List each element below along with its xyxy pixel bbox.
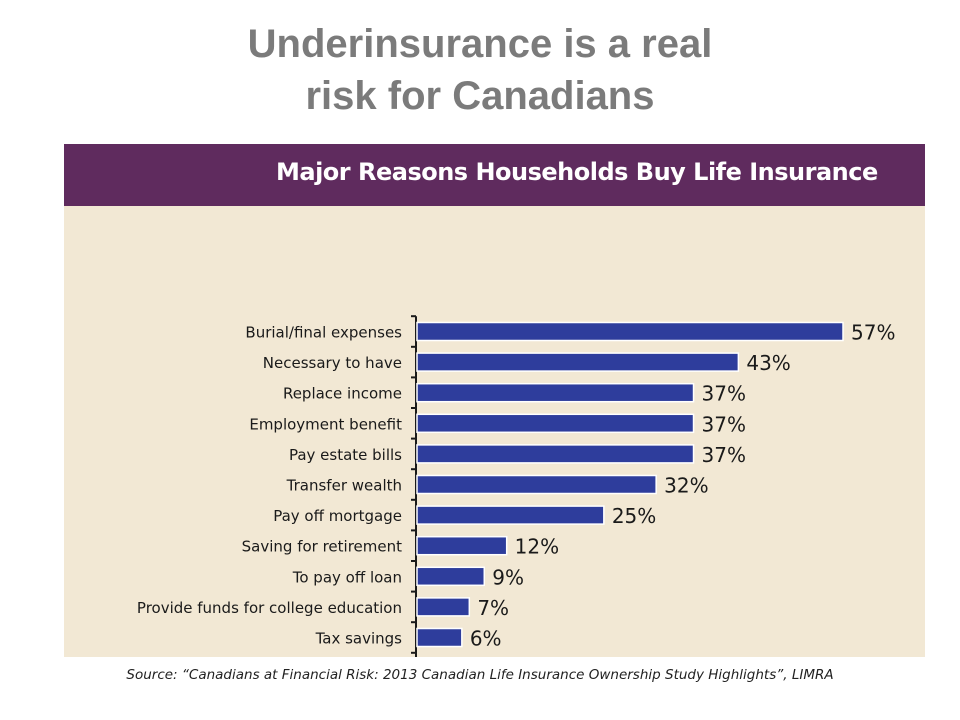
- category-label: Transfer wealth: [286, 477, 402, 495]
- value-label: 6%: [470, 627, 502, 651]
- value-label: 37%: [702, 412, 746, 436]
- source-citation: Source: “Canadians at Financial Risk: 20…: [126, 667, 834, 683]
- slide-title-line-1: Underinsurance is a real: [247, 22, 713, 66]
- slide-title: Underinsurance is a real risk for Canadi…: [0, 18, 960, 122]
- bar: [416, 413, 695, 434]
- value-label: 9%: [492, 565, 524, 589]
- value-label: 37%: [702, 443, 746, 467]
- category-label: Employment benefit: [249, 415, 402, 433]
- bar: [416, 566, 486, 587]
- category-label: Tax savings: [315, 630, 403, 648]
- value-label: 25%: [612, 504, 656, 528]
- category-label: Burial/final expenses: [245, 324, 402, 342]
- bar: [416, 627, 463, 648]
- bar: [416, 321, 844, 342]
- category-label: Pay estate bills: [289, 446, 402, 464]
- category-label: Saving for retirement: [242, 538, 402, 556]
- category-label: Pay off mortgage: [273, 507, 402, 525]
- value-label: 32%: [664, 474, 708, 498]
- bar: [416, 535, 508, 556]
- chart-panel: Major Reasons Households Buy Life Insura…: [64, 144, 925, 657]
- bar: [416, 474, 657, 495]
- category-label: Provide funds for college education: [137, 599, 402, 617]
- bar: [416, 597, 471, 617]
- category-label: Replace income: [283, 385, 402, 403]
- bar: [416, 352, 740, 372]
- value-label: 7%: [477, 596, 509, 620]
- category-label: Necessary to have: [263, 354, 402, 372]
- bar: [416, 505, 605, 525]
- category-label: To pay off loan: [292, 568, 402, 586]
- bar: [416, 382, 695, 403]
- chart-header: Major Reasons Households Buy Life Insura…: [64, 144, 925, 206]
- bar: [416, 444, 695, 464]
- bar-chart: Burial/final expenses 57% Necessary to hav…: [137, 315, 895, 657]
- value-label: 12%: [515, 535, 559, 559]
- slide-title-line-2: risk for Canadians: [305, 74, 655, 118]
- value-label: 57%: [851, 321, 895, 345]
- value-label: 43%: [746, 351, 790, 375]
- value-label: 37%: [702, 382, 746, 406]
- chart-title: Major Reasons Households Buy Life Insura…: [276, 158, 878, 186]
